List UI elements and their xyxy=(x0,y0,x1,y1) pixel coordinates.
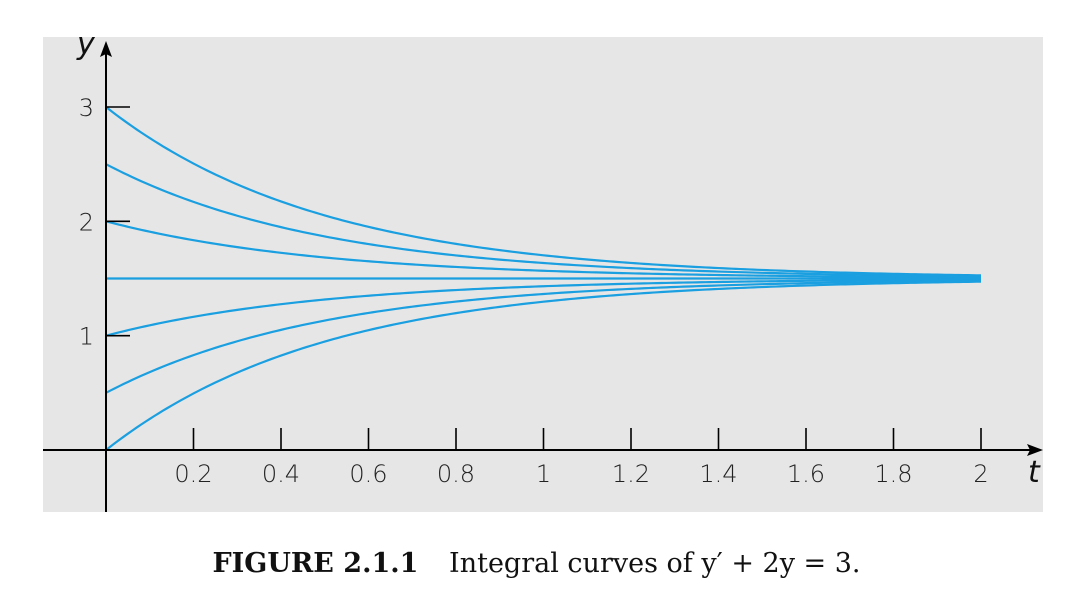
x-tick-label-4: 1 xyxy=(536,460,551,488)
x-tick-label-9: 2 xyxy=(973,460,988,488)
integral-curve-0 xyxy=(105,106,982,277)
integral-curve-5 xyxy=(105,279,982,394)
y-axis-label: y xyxy=(76,37,96,62)
y-tick-label-0: 1 xyxy=(79,323,94,351)
axes-layer: ty xyxy=(43,37,1043,512)
x-axis-label: t xyxy=(1028,455,1041,490)
x-tick-label-8: 1.8 xyxy=(874,460,912,488)
x-tick-label-2: 0.6 xyxy=(349,460,387,488)
x-tick-label-6: 1.4 xyxy=(699,460,737,488)
figure-caption: FIGURE 2.1.1 Integral curves of y′ + 2y … xyxy=(0,548,1073,579)
integral-curve-4 xyxy=(105,278,982,337)
y-tick-label-2: 3 xyxy=(79,94,94,122)
x-tick-label-1: 0.4 xyxy=(262,460,300,488)
x-tick-label-5: 1.2 xyxy=(612,460,650,488)
x-tick-label-7: 1.6 xyxy=(787,460,825,488)
integral-curve-6 xyxy=(105,280,982,451)
y-axis-arrow xyxy=(100,41,112,57)
caption-label: FIGURE 2.1.1 xyxy=(212,548,419,579)
x-axis-arrow xyxy=(1027,444,1043,456)
y-tick-label-1: 2 xyxy=(79,208,94,236)
curves-layer xyxy=(105,106,982,451)
caption-text: Integral curves of y′ + 2y = 3. xyxy=(449,548,861,579)
integral-curve-2 xyxy=(105,220,982,279)
ticks-layer: 0.2 0.4 0.6 0.8 1 1.2 1.4 1.6 1.8 2 1 2 3 xyxy=(79,94,989,488)
x-tick-label-3: 0.8 xyxy=(437,460,475,488)
x-tick-label-0: 0.2 xyxy=(174,460,212,488)
integral-curve-1 xyxy=(105,163,982,278)
